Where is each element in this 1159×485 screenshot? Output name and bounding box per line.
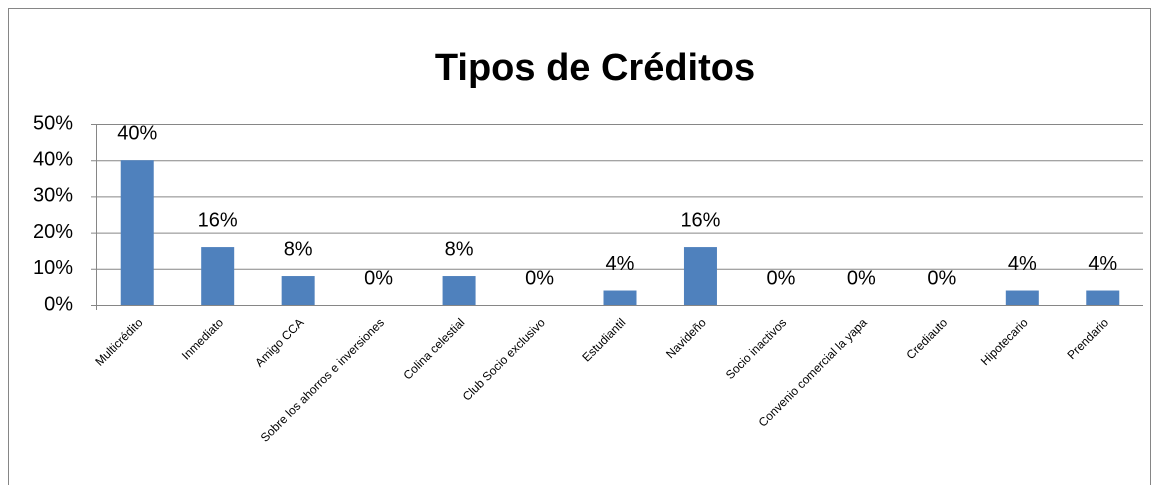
chart-border bbox=[8, 8, 1151, 485]
y-tick-label: 20% bbox=[33, 221, 73, 243]
value-label: 16% bbox=[680, 209, 720, 231]
bar bbox=[120, 160, 154, 305]
bar bbox=[1005, 290, 1039, 305]
value-label: 4% bbox=[1088, 253, 1117, 275]
value-label: 0% bbox=[927, 267, 956, 289]
value-label: 16% bbox=[198, 209, 238, 231]
bar bbox=[442, 276, 476, 305]
value-label: 8% bbox=[284, 238, 313, 260]
y-tick-label: 10% bbox=[33, 257, 73, 279]
y-tick-label: 40% bbox=[33, 148, 73, 170]
bar bbox=[1086, 290, 1120, 305]
y-tick-label: 50% bbox=[33, 112, 73, 134]
bar bbox=[201, 247, 235, 305]
value-label: 0% bbox=[525, 267, 554, 289]
bar bbox=[281, 276, 315, 305]
value-label: 4% bbox=[1008, 253, 1037, 275]
bar bbox=[603, 290, 637, 305]
bar bbox=[683, 247, 717, 305]
y-tick-label: 30% bbox=[33, 185, 73, 207]
value-label: 40% bbox=[117, 122, 157, 144]
y-tick-label: 0% bbox=[44, 293, 73, 315]
value-label: 4% bbox=[606, 253, 635, 275]
value-label: 0% bbox=[847, 267, 876, 289]
chart-title: Tipos de Créditos bbox=[435, 47, 755, 89]
value-label: 0% bbox=[766, 267, 795, 289]
value-label: 8% bbox=[445, 238, 474, 260]
value-label: 0% bbox=[364, 267, 393, 289]
